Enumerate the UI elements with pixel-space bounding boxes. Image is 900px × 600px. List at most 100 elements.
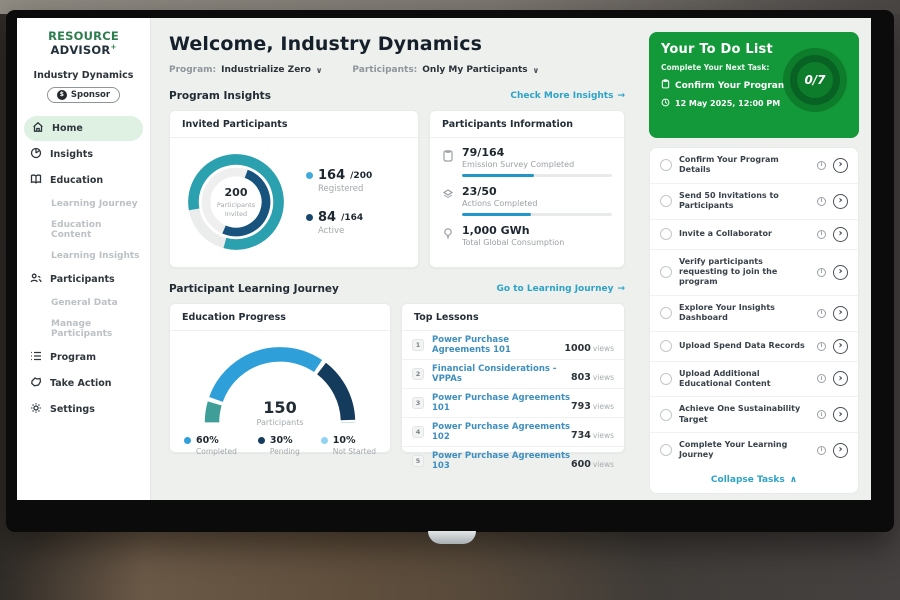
- lesson-rank: 1: [412, 339, 424, 351]
- donut-svg: [188, 154, 284, 250]
- task-checkbox[interactable]: [660, 159, 672, 172]
- sidebar-item-education-content[interactable]: Education Content: [51, 220, 102, 240]
- sidebar-item-settings[interactable]: Settings: [17, 397, 150, 422]
- section-title: Participant Learning Journey: [169, 283, 339, 295]
- chevron-right-icon[interactable]: ›: [833, 226, 848, 242]
- program-dropdown[interactable]: Program: Industrialize Zero ∨: [169, 65, 322, 75]
- active-dot-icon: [306, 214, 313, 221]
- sidebar-item-take-action[interactable]: Take Action: [17, 371, 150, 396]
- pie-chart-icon: [30, 147, 42, 162]
- task-label: Invite a Collaborator: [679, 228, 772, 238]
- views-suffix: views: [592, 343, 614, 353]
- task-verify-participants[interactable]: Verify participants requesting to join t…: [650, 250, 858, 296]
- task-checkbox[interactable]: [660, 266, 672, 279]
- program-label: Program:: [169, 65, 217, 75]
- participants-dropdown[interactable]: Participants: Only My Participants ∨: [352, 65, 539, 75]
- stat-label: Emission Survey Completed: [462, 160, 575, 170]
- todo-subtitle: Complete Your Next Task:: [661, 63, 770, 72]
- task-checkbox[interactable]: [660, 307, 672, 320]
- task-send-invitations[interactable]: Send 50 Invitations to Participants i ›: [650, 184, 858, 220]
- task-invite-collaborator[interactable]: Invite a Collaborator i ›: [650, 220, 858, 250]
- lesson-title-link[interactable]: Power Purchase Agreements 101: [432, 335, 511, 355]
- task-label: Achieve One Sustainability Target: [679, 404, 801, 424]
- sidebar-item-participants[interactable]: Participants: [17, 267, 150, 292]
- sidebar-item-label: Take Action: [50, 378, 112, 389]
- registered-value: 164: [318, 168, 346, 183]
- chevron-right-icon[interactable]: ›: [833, 305, 848, 321]
- task-confirm-program-details[interactable]: Confirm Your Program Details i ›: [650, 148, 858, 184]
- lesson-views: 793: [570, 400, 591, 412]
- sidebar-item-program[interactable]: Program: [17, 345, 150, 370]
- sidebar-item-education[interactable]: Education: [17, 168, 150, 193]
- gauge-center: 150 Participants: [195, 398, 365, 427]
- sidebar-item-label: Education: [50, 175, 104, 186]
- collapse-tasks-link[interactable]: Collapse Tasks ∧: [650, 468, 858, 493]
- task-checkbox[interactable]: [660, 408, 672, 421]
- chevron-right-icon[interactable]: ›: [833, 193, 848, 209]
- task-checkbox[interactable]: [660, 372, 672, 385]
- sponsor-badge-label: Sponsor: [70, 90, 111, 100]
- invited-total-label: Participants Invited: [216, 201, 256, 218]
- task-checkbox[interactable]: [660, 444, 672, 457]
- chevron-right-icon[interactable]: ›: [833, 407, 848, 423]
- sidebar-item-general-data[interactable]: General Data: [51, 298, 118, 308]
- task-upload-educational-content[interactable]: Upload Additional Educational Content i …: [650, 362, 858, 398]
- task-checkbox[interactable]: [660, 195, 672, 208]
- info-icon: i: [817, 374, 826, 384]
- logo-plus: +: [110, 43, 117, 52]
- program-insights-header: Program Insights Check More Insights →: [169, 90, 625, 102]
- legend-pending: 30% Pending: [257, 435, 300, 456]
- stat-label: Actions Completed: [462, 199, 538, 209]
- todo-title: Your To Do List: [661, 42, 773, 57]
- active-total: /164: [341, 212, 364, 223]
- task-achieve-sustainability-target[interactable]: Achieve One Sustainability Target i ›: [650, 397, 858, 434]
- lesson-rank: 2: [412, 368, 424, 380]
- invited-total: 200: [224, 186, 248, 200]
- info-icon: i: [817, 229, 826, 239]
- task-complete-learning-journey[interactable]: Complete Your Learning Journey i ›: [650, 433, 858, 468]
- lesson-rank: 4: [412, 426, 424, 438]
- chevron-right-icon[interactable]: ›: [833, 371, 848, 387]
- legend-label: Pending: [269, 447, 300, 456]
- views-suffix: views: [592, 401, 614, 411]
- task-check-icon: [442, 186, 454, 208]
- sidebar-item-insights[interactable]: Insights: [17, 142, 150, 167]
- go-to-learning-journey-link[interactable]: Go to Learning Journey →: [497, 284, 625, 294]
- task-explore-insights[interactable]: Explore Your Insights Dashboard i ›: [650, 296, 858, 332]
- app-logo: RESOURCE ADVISOR+: [17, 29, 150, 57]
- book-icon: [30, 173, 42, 188]
- legend-label: Not Started: [332, 447, 376, 456]
- chevron-right-icon[interactable]: ›: [833, 157, 848, 173]
- legend-value: 30%: [269, 435, 293, 446]
- not-started-dot-icon: [320, 437, 328, 444]
- invited-participants-body: 200 Participants Invited 164 /200: [170, 138, 418, 266]
- stat-label: Total Global Consumption: [462, 238, 565, 248]
- lesson-title-link[interactable]: Power Purchase Agreements 102: [432, 422, 571, 442]
- chevron-right-icon[interactable]: ›: [833, 338, 848, 354]
- sidebar-nav: Home Insights Education Learning Journey…: [17, 116, 150, 422]
- lesson-title-link[interactable]: Financial Considerations - VPPAs: [432, 364, 557, 384]
- legend-value: 60%: [196, 435, 219, 446]
- sidebar-item-manage-participants[interactable]: Manage Participants: [51, 319, 113, 339]
- lesson-views: 734: [570, 429, 591, 441]
- home-icon: [32, 121, 44, 136]
- sidebar-item-learning-journey[interactable]: Learning Journey: [51, 199, 138, 209]
- task-upload-spend-data[interactable]: Upload Spend Data Records i ›: [650, 332, 858, 362]
- sidebar-item-home[interactable]: Home: [24, 116, 143, 141]
- task-checkbox[interactable]: [660, 340, 672, 353]
- gear-icon: [30, 402, 42, 417]
- emission-survey-progressbar: [462, 174, 612, 178]
- lesson-title-link[interactable]: Power Purchase Agreements 101: [432, 393, 571, 413]
- task-checkbox[interactable]: [660, 228, 672, 241]
- logo-part-advisor: ADVISOR: [50, 43, 111, 57]
- legend-completed: 60% Completed: [184, 435, 237, 456]
- sidebar-item-learning-insights[interactable]: Learning Insights: [51, 251, 140, 261]
- filters-row: Program: Industrialize Zero ∨ Participan…: [169, 65, 625, 75]
- chevron-right-icon[interactable]: ›: [833, 264, 848, 280]
- check-more-insights-link[interactable]: Check More Insights →: [510, 91, 625, 101]
- lesson-title-link[interactable]: Power Purchase Agreements 103: [432, 451, 571, 471]
- link-label: Check More Insights: [510, 91, 614, 101]
- chevron-right-icon[interactable]: ›: [833, 442, 848, 458]
- program-value: Industrialize Zero: [221, 65, 311, 75]
